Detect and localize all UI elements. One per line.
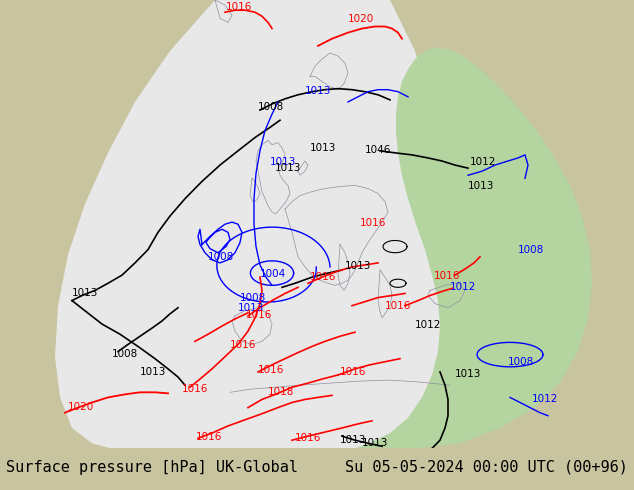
- Text: 1012: 1012: [450, 282, 476, 293]
- Text: 1013: 1013: [72, 289, 98, 298]
- Text: 1008: 1008: [258, 102, 284, 112]
- Polygon shape: [355, 48, 592, 448]
- Text: 1013: 1013: [238, 303, 264, 313]
- Text: 1020: 1020: [348, 14, 374, 24]
- Text: 1008: 1008: [508, 357, 534, 367]
- Text: 1018: 1018: [268, 388, 294, 397]
- Text: 1013: 1013: [362, 439, 389, 448]
- Text: 1016: 1016: [310, 272, 337, 282]
- Text: 1046: 1046: [365, 145, 391, 155]
- Text: 1008: 1008: [240, 293, 266, 303]
- Text: 1012: 1012: [470, 157, 496, 167]
- Text: 1013: 1013: [455, 369, 481, 379]
- Text: 1016: 1016: [182, 384, 209, 394]
- Text: 1008: 1008: [112, 349, 138, 359]
- Polygon shape: [55, 0, 448, 453]
- Text: Surface pressure [hPa] UK-Global: Surface pressure [hPa] UK-Global: [6, 460, 299, 475]
- Text: 1013: 1013: [345, 261, 372, 271]
- Text: 1013: 1013: [270, 157, 296, 167]
- Text: 1020: 1020: [68, 402, 94, 412]
- Text: 1016: 1016: [295, 433, 321, 443]
- Text: 1016: 1016: [196, 432, 223, 442]
- Text: 1016: 1016: [385, 301, 411, 311]
- Text: 1013: 1013: [140, 367, 166, 377]
- Text: 1016: 1016: [246, 310, 273, 320]
- Text: 1016: 1016: [340, 367, 366, 377]
- Text: 1016: 1016: [230, 341, 256, 350]
- Text: 1013: 1013: [340, 435, 366, 445]
- Text: 1012: 1012: [532, 394, 559, 405]
- Text: 1013: 1013: [275, 163, 301, 173]
- Text: 1013: 1013: [310, 143, 337, 153]
- Text: 1008: 1008: [208, 252, 234, 262]
- Text: 1012: 1012: [415, 320, 441, 330]
- Text: Su 05-05-2024 00:00 UTC (00+96): Su 05-05-2024 00:00 UTC (00+96): [345, 460, 628, 475]
- Text: 1016: 1016: [360, 218, 386, 228]
- Text: 1016: 1016: [226, 2, 252, 12]
- Text: 1004: 1004: [260, 269, 286, 279]
- Text: 1013: 1013: [468, 180, 495, 191]
- Text: 1016: 1016: [258, 365, 285, 375]
- Text: 1008: 1008: [518, 245, 544, 255]
- Text: 1016: 1016: [434, 271, 460, 281]
- Text: 1013: 1013: [305, 86, 332, 96]
